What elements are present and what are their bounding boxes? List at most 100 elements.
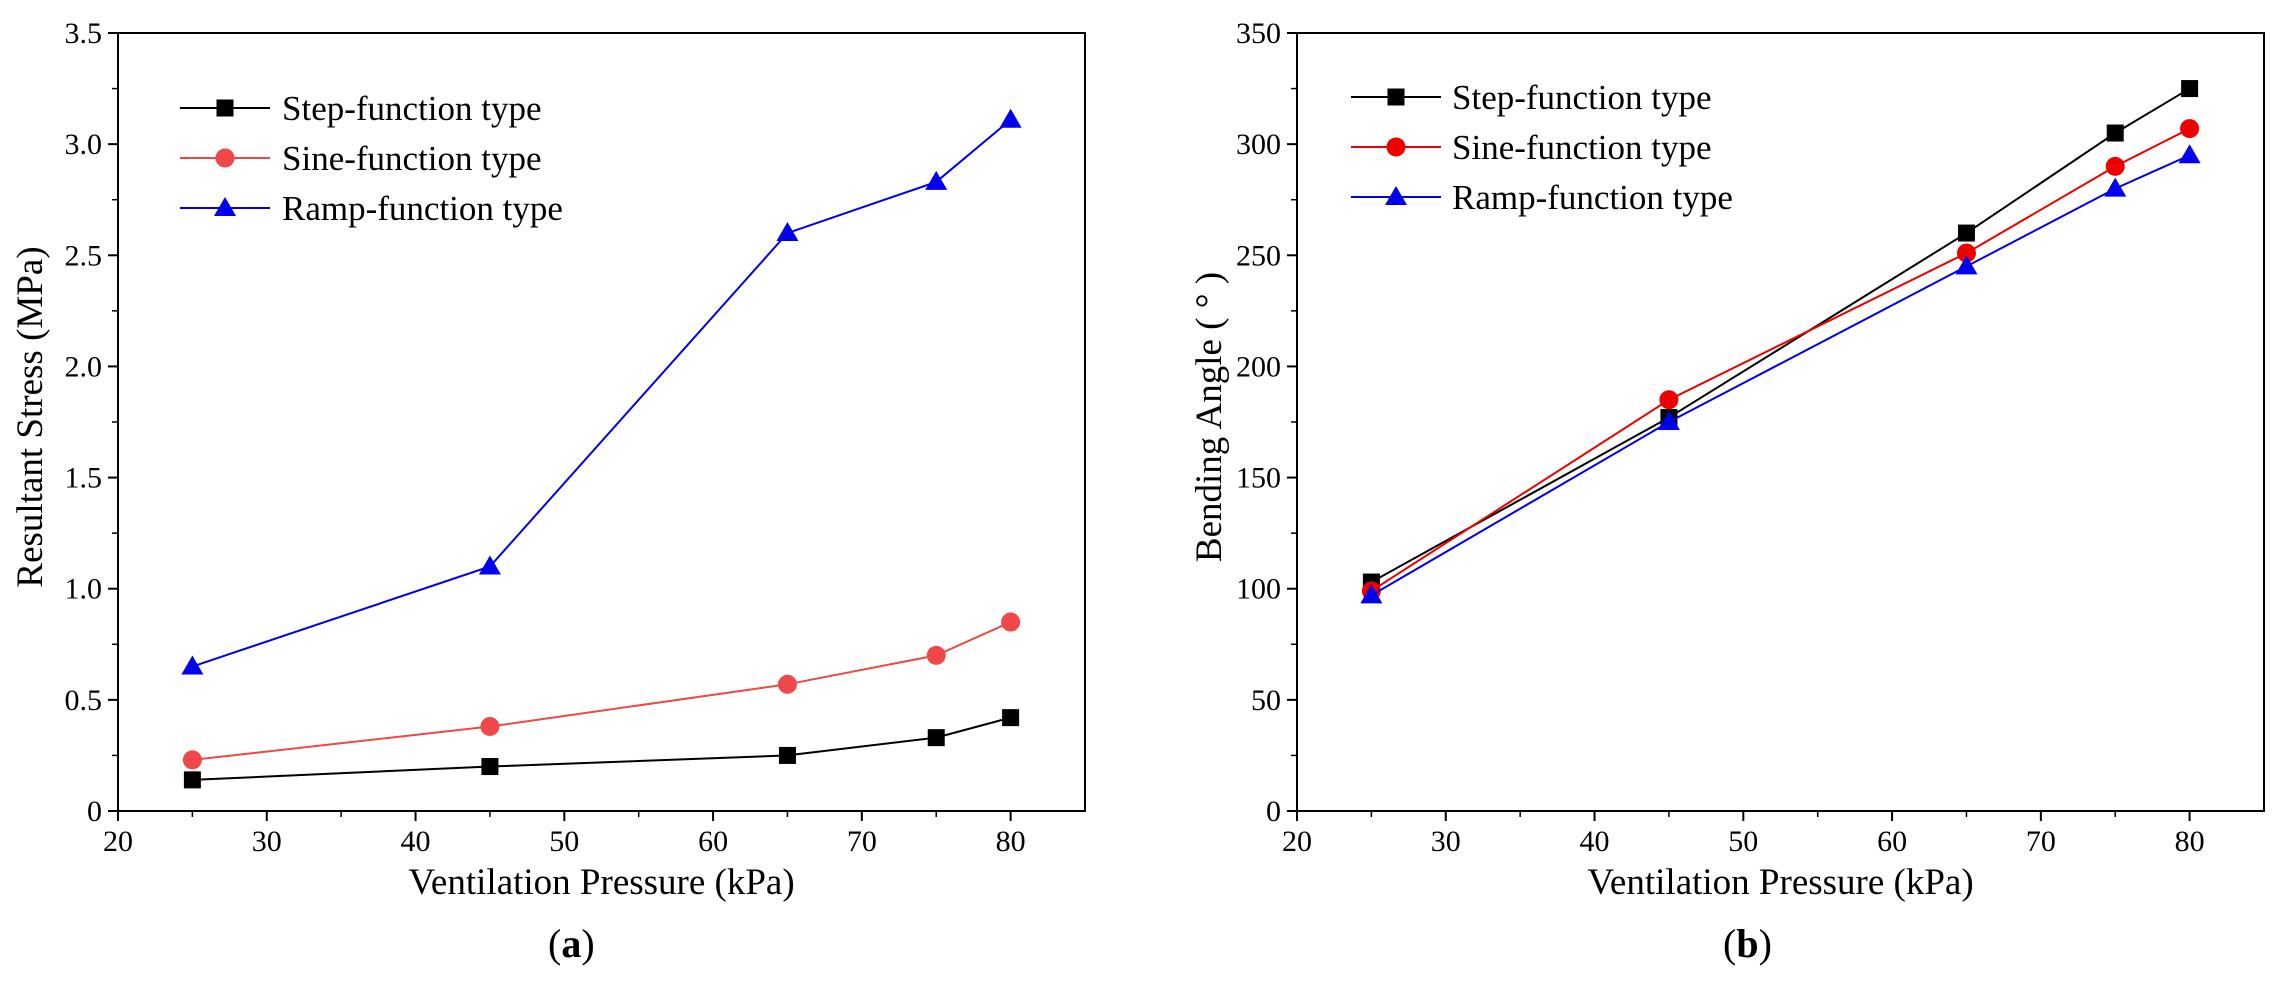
data-point [1657, 411, 1680, 430]
x-axis: 20 30 40 50 60 70 80 [1282, 811, 2205, 858]
data-point [478, 555, 501, 575]
legend-entry: Ramp-function type [180, 189, 563, 228]
y-tick-label: 1.5 [65, 462, 103, 495]
y-tick-label: 200 [1236, 350, 1281, 383]
panel-label: a [561, 921, 581, 966]
data-point [2181, 80, 2199, 98]
data-point [1955, 255, 1978, 275]
data-point [1956, 243, 1976, 263]
y-tick-label: 50 [1251, 684, 1281, 717]
x-tick-label: 80 [996, 825, 1026, 858]
x-tick-label: 80 [2175, 825, 2205, 858]
chart-panel-a: 20 30 40 50 60 70 80 0 0.5 1.0 1.5 2.0 2.5 3.0 3.5 Vent… [10, 17, 1086, 966]
data-point [777, 674, 797, 694]
legend-entry: Ramp-function type [1351, 178, 1733, 217]
series-step-function-type [183, 709, 1020, 789]
data-point [181, 655, 204, 675]
y-tick-label: 1.0 [65, 573, 103, 606]
legend-label: Sine-function type [282, 139, 542, 178]
legend-marker [214, 197, 236, 216]
panel-caption: (a) [548, 921, 595, 966]
y-axis-title: Resultant Stress (MPa) [10, 246, 51, 587]
y-tick-label: 0.5 [65, 684, 103, 717]
series-line [192, 621, 1012, 761]
legend-label: Ramp-function type [282, 189, 563, 228]
y-axis: 0 50 100 150 200 250 300 350 [1236, 17, 1297, 828]
y-tick-label: 100 [1236, 573, 1281, 606]
legend-marker [216, 99, 234, 117]
data-point [2180, 119, 2200, 139]
legend-marker [215, 148, 235, 168]
data-point [1001, 612, 1021, 632]
data-point [926, 645, 946, 665]
x-tick-label: 40 [401, 825, 431, 858]
data-point [480, 717, 500, 737]
x-tick-label: 50 [1728, 825, 1758, 858]
panel-label: b [1736, 921, 1758, 966]
series-sine-function-type [1361, 119, 2200, 601]
data-point [778, 746, 796, 764]
data-point [925, 170, 948, 190]
series-sine-function-type [182, 612, 1021, 770]
y-tick-label: 150 [1236, 462, 1281, 495]
x-tick-label: 60 [698, 825, 728, 858]
x-tick-label: 20 [1282, 825, 1312, 858]
data-point [1957, 224, 1975, 242]
legend-label: Sine-function type [1452, 128, 1712, 167]
y-tick-label: 2.0 [65, 350, 103, 383]
y-axis-title: Bending Angle ( ° ) [1189, 272, 1230, 562]
y-tick-label: 3.0 [65, 128, 103, 161]
x-tick-label: 70 [847, 825, 877, 858]
series-ramp-function-type [1360, 144, 2201, 604]
y-tick-label: 3.5 [65, 17, 103, 50]
data-point [999, 108, 1022, 128]
data-point [776, 222, 799, 242]
data-point [2104, 177, 2127, 197]
legend-marker [1385, 186, 1407, 205]
x-axis-title: Ventilation Pressure (kPa) [408, 862, 794, 903]
series-line [1370, 154, 2191, 597]
x-axis: 20 30 40 50 60 70 80 [103, 811, 1026, 858]
data-point [1360, 584, 1383, 604]
series-step-function-type [1362, 80, 2199, 591]
plot-frame [117, 32, 1086, 812]
series-ramp-function-type [181, 108, 1022, 675]
y-tick-label: 350 [1236, 17, 1281, 50]
data-point [2178, 144, 2201, 164]
legend-entry: Sine-function type [1351, 128, 1712, 167]
y-tick-label: 0 [1266, 795, 1281, 828]
x-tick-label: 70 [2026, 825, 2056, 858]
data-point [1659, 390, 1679, 410]
plot-frame [1296, 32, 2265, 812]
data-point [927, 729, 945, 747]
legend-marker [1387, 88, 1405, 106]
legend-label: Step-function type [282, 89, 542, 128]
legend-entry: Step-function type [1351, 78, 1712, 117]
data-point [2106, 124, 2124, 142]
legend-label: Ramp-function type [1452, 178, 1733, 217]
x-tick-label: 60 [1877, 825, 1907, 858]
x-tick-label: 40 [1580, 825, 1610, 858]
y-tick-label: 2.5 [65, 239, 103, 272]
x-tick-label: 30 [1431, 825, 1461, 858]
data-point [183, 771, 201, 789]
x-tick-label: 30 [252, 825, 282, 858]
y-tick-label: 300 [1236, 128, 1281, 161]
y-tick-label: 250 [1236, 239, 1281, 272]
legend-label: Step-function type [1452, 78, 1712, 117]
data-point [1002, 709, 1020, 727]
x-tick-label: 50 [549, 825, 579, 858]
x-tick-label: 20 [103, 825, 133, 858]
series-line [192, 716, 1011, 781]
data-point [481, 758, 499, 776]
x-axis-title: Ventilation Pressure (kPa) [1587, 862, 1973, 903]
data-point [2105, 156, 2125, 176]
legend-entry: Sine-function type [180, 139, 542, 178]
chart-panel-b: 20 30 40 50 60 70 80 0 50 100 150 200 250 300 350 Venti… [1189, 17, 2265, 966]
panel-caption: (b) [1723, 921, 1772, 966]
y-tick-label: 0 [87, 795, 102, 828]
y-axis: 0 0.5 1.0 1.5 2.0 2.5 3.0 3.5 [65, 17, 118, 828]
data-point [182, 750, 202, 770]
legend-marker [1386, 137, 1406, 157]
